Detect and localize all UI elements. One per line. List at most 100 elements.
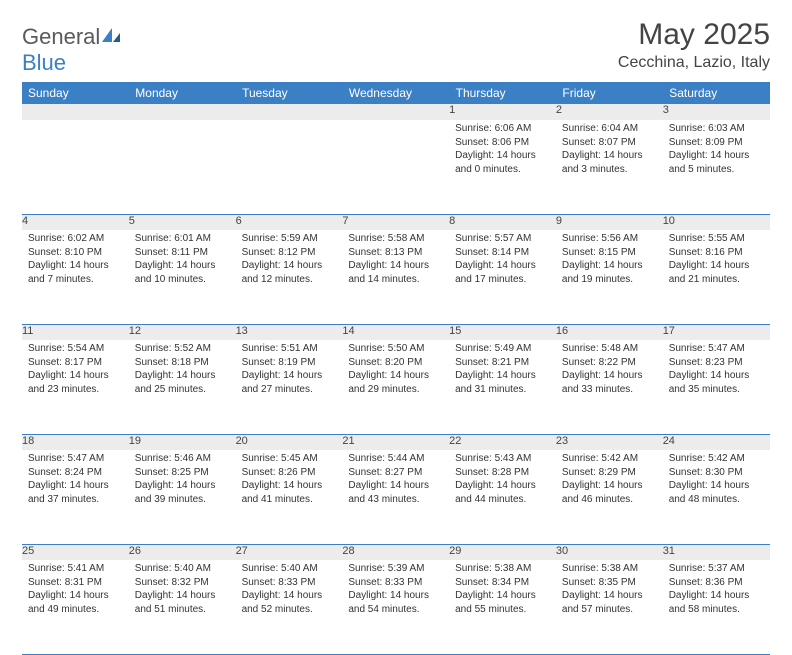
day-details: Sunrise: 5:54 AMSunset: 8:17 PMDaylight:… — [22, 340, 129, 400]
day-cell: Sunrise: 5:54 AMSunset: 8:17 PMDaylight:… — [22, 340, 129, 434]
day-cell: Sunrise: 5:48 AMSunset: 8:22 PMDaylight:… — [556, 340, 663, 434]
day-number-row: 25262728293031 — [22, 544, 770, 560]
day-number-cell: 14 — [342, 324, 449, 340]
weekday-header: Friday — [556, 82, 663, 104]
day-details: Sunrise: 5:37 AMSunset: 8:36 PMDaylight:… — [663, 560, 770, 620]
day-number-cell: 16 — [556, 324, 663, 340]
day-cell: Sunrise: 5:39 AMSunset: 8:33 PMDaylight:… — [342, 560, 449, 654]
day-number-cell: 27 — [236, 544, 343, 560]
day-number-cell: 6 — [236, 214, 343, 230]
day-number-cell — [129, 104, 236, 120]
day-details: Sunrise: 5:40 AMSunset: 8:33 PMDaylight:… — [236, 560, 343, 620]
weekday-header: Wednesday — [342, 82, 449, 104]
day-details: Sunrise: 5:44 AMSunset: 8:27 PMDaylight:… — [342, 450, 449, 510]
brand-name: GeneralBlue — [22, 24, 122, 76]
day-cell: Sunrise: 5:50 AMSunset: 8:20 PMDaylight:… — [342, 340, 449, 434]
day-cell: Sunrise: 5:45 AMSunset: 8:26 PMDaylight:… — [236, 450, 343, 544]
day-cell: Sunrise: 6:04 AMSunset: 8:07 PMDaylight:… — [556, 120, 663, 214]
day-cell: Sunrise: 5:42 AMSunset: 8:29 PMDaylight:… — [556, 450, 663, 544]
calendar-table: Sunday Monday Tuesday Wednesday Thursday… — [22, 82, 770, 655]
day-number-cell: 5 — [129, 214, 236, 230]
day-number-cell: 7 — [342, 214, 449, 230]
day-details: Sunrise: 5:56 AMSunset: 8:15 PMDaylight:… — [556, 230, 663, 290]
day-number-row: 45678910 — [22, 214, 770, 230]
day-details: Sunrise: 5:57 AMSunset: 8:14 PMDaylight:… — [449, 230, 556, 290]
day-cell: Sunrise: 6:03 AMSunset: 8:09 PMDaylight:… — [663, 120, 770, 214]
day-details: Sunrise: 5:39 AMSunset: 8:33 PMDaylight:… — [342, 560, 449, 620]
day-cell — [236, 120, 343, 214]
weekday-header: Thursday — [449, 82, 556, 104]
day-cell: Sunrise: 5:40 AMSunset: 8:33 PMDaylight:… — [236, 560, 343, 654]
day-number-cell: 22 — [449, 434, 556, 450]
day-cell — [22, 120, 129, 214]
day-number-row: 11121314151617 — [22, 324, 770, 340]
day-details: Sunrise: 5:58 AMSunset: 8:13 PMDaylight:… — [342, 230, 449, 290]
day-cell — [342, 120, 449, 214]
day-cell: Sunrise: 5:51 AMSunset: 8:19 PMDaylight:… — [236, 340, 343, 434]
location-text: Cecchina, Lazio, Italy — [618, 54, 770, 72]
title-block: May 2025 Cecchina, Lazio, Italy — [618, 18, 770, 72]
day-cell: Sunrise: 5:52 AMSunset: 8:18 PMDaylight:… — [129, 340, 236, 434]
day-content-row: Sunrise: 5:41 AMSunset: 8:31 PMDaylight:… — [22, 560, 770, 654]
day-number-cell: 23 — [556, 434, 663, 450]
day-number-cell: 2 — [556, 104, 663, 120]
day-cell: Sunrise: 5:55 AMSunset: 8:16 PMDaylight:… — [663, 230, 770, 324]
day-number-cell: 20 — [236, 434, 343, 450]
day-number-cell: 19 — [129, 434, 236, 450]
day-number-cell — [342, 104, 449, 120]
day-details: Sunrise: 5:59 AMSunset: 8:12 PMDaylight:… — [236, 230, 343, 290]
day-number-cell: 26 — [129, 544, 236, 560]
day-details: Sunrise: 5:45 AMSunset: 8:26 PMDaylight:… — [236, 450, 343, 510]
day-cell: Sunrise: 5:38 AMSunset: 8:34 PMDaylight:… — [449, 560, 556, 654]
day-number-cell: 9 — [556, 214, 663, 230]
day-details: Sunrise: 5:40 AMSunset: 8:32 PMDaylight:… — [129, 560, 236, 620]
weekday-header: Sunday — [22, 82, 129, 104]
day-content-row: Sunrise: 5:54 AMSunset: 8:17 PMDaylight:… — [22, 340, 770, 434]
weekday-header: Monday — [129, 82, 236, 104]
day-number-cell: 29 — [449, 544, 556, 560]
day-cell: Sunrise: 5:58 AMSunset: 8:13 PMDaylight:… — [342, 230, 449, 324]
weekday-header-row: Sunday Monday Tuesday Wednesday Thursday… — [22, 82, 770, 104]
page-header: GeneralBlue May 2025 Cecchina, Lazio, It… — [22, 18, 770, 76]
day-cell: Sunrise: 5:47 AMSunset: 8:24 PMDaylight:… — [22, 450, 129, 544]
brand-logo: GeneralBlue — [22, 24, 122, 76]
day-number-cell: 31 — [663, 544, 770, 560]
day-cell: Sunrise: 5:47 AMSunset: 8:23 PMDaylight:… — [663, 340, 770, 434]
day-details: Sunrise: 5:41 AMSunset: 8:31 PMDaylight:… — [22, 560, 129, 620]
day-number-cell: 25 — [22, 544, 129, 560]
day-number-cell: 11 — [22, 324, 129, 340]
day-details: Sunrise: 5:38 AMSunset: 8:35 PMDaylight:… — [556, 560, 663, 620]
day-number-row: 18192021222324 — [22, 434, 770, 450]
day-details: Sunrise: 5:42 AMSunset: 8:30 PMDaylight:… — [663, 450, 770, 510]
day-number-cell: 17 — [663, 324, 770, 340]
day-details: Sunrise: 5:48 AMSunset: 8:22 PMDaylight:… — [556, 340, 663, 400]
day-cell: Sunrise: 5:57 AMSunset: 8:14 PMDaylight:… — [449, 230, 556, 324]
day-details: Sunrise: 5:38 AMSunset: 8:34 PMDaylight:… — [449, 560, 556, 620]
month-title: May 2025 — [618, 18, 770, 52]
day-number-cell: 21 — [342, 434, 449, 450]
day-number-cell: 12 — [129, 324, 236, 340]
day-number-cell: 8 — [449, 214, 556, 230]
day-number-cell: 13 — [236, 324, 343, 340]
day-number-cell — [22, 104, 129, 120]
day-cell: Sunrise: 5:43 AMSunset: 8:28 PMDaylight:… — [449, 450, 556, 544]
day-details: Sunrise: 6:02 AMSunset: 8:10 PMDaylight:… — [22, 230, 129, 290]
calendar-body: 123Sunrise: 6:06 AMSunset: 8:06 PMDaylig… — [22, 104, 770, 654]
day-cell: Sunrise: 6:06 AMSunset: 8:06 PMDaylight:… — [449, 120, 556, 214]
day-content-row: Sunrise: 5:47 AMSunset: 8:24 PMDaylight:… — [22, 450, 770, 544]
day-number-row: 123 — [22, 104, 770, 120]
day-cell: Sunrise: 5:42 AMSunset: 8:30 PMDaylight:… — [663, 450, 770, 544]
day-number-cell: 1 — [449, 104, 556, 120]
day-details: Sunrise: 5:52 AMSunset: 8:18 PMDaylight:… — [129, 340, 236, 400]
day-details: Sunrise: 5:42 AMSunset: 8:29 PMDaylight:… — [556, 450, 663, 510]
day-cell: Sunrise: 5:49 AMSunset: 8:21 PMDaylight:… — [449, 340, 556, 434]
day-number-cell: 28 — [342, 544, 449, 560]
day-details: Sunrise: 5:43 AMSunset: 8:28 PMDaylight:… — [449, 450, 556, 510]
day-details: Sunrise: 5:51 AMSunset: 8:19 PMDaylight:… — [236, 340, 343, 400]
day-number-cell: 3 — [663, 104, 770, 120]
day-number-cell: 10 — [663, 214, 770, 230]
day-details: Sunrise: 6:03 AMSunset: 8:09 PMDaylight:… — [663, 120, 770, 180]
day-cell: Sunrise: 5:59 AMSunset: 8:12 PMDaylight:… — [236, 230, 343, 324]
day-cell: Sunrise: 5:37 AMSunset: 8:36 PMDaylight:… — [663, 560, 770, 654]
day-details: Sunrise: 5:55 AMSunset: 8:16 PMDaylight:… — [663, 230, 770, 290]
